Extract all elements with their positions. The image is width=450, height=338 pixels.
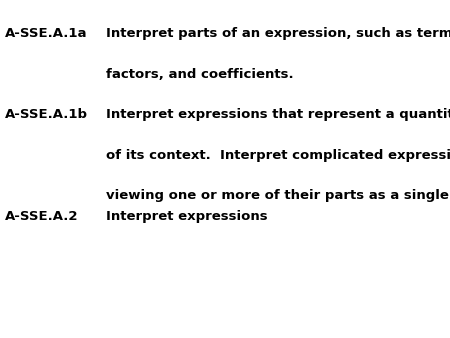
Text: A-SSE.A.2: A-SSE.A.2 — [4, 210, 78, 222]
Text: Interpret parts of an expression, such as terms,: Interpret parts of an expression, such a… — [106, 27, 450, 40]
Text: factors, and coefficients.: factors, and coefficients. — [106, 68, 293, 80]
Text: A-SSE.A.1b: A-SSE.A.1b — [4, 108, 87, 121]
Text: A-SSE.A.1a: A-SSE.A.1a — [4, 27, 87, 40]
Text: viewing one or more of their parts as a single entity.: viewing one or more of their parts as a … — [106, 189, 450, 202]
Text: of its context.  Interpret complicated expressions by: of its context. Interpret complicated ex… — [106, 149, 450, 162]
Text: Interpret expressions that represent a quantity in terms: Interpret expressions that represent a q… — [106, 108, 450, 121]
Text: Interpret expressions: Interpret expressions — [106, 210, 267, 222]
